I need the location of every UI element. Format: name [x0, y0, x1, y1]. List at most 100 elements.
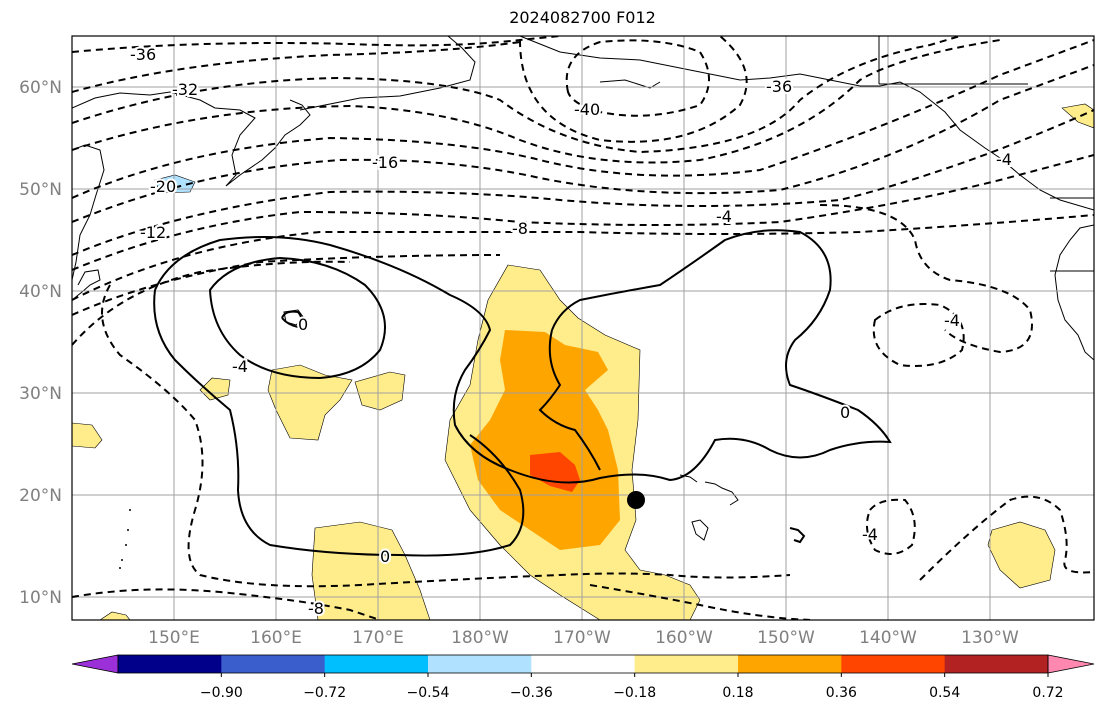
lon-label: 170°E — [352, 628, 404, 648]
longitude-labels: 150°E 160°E 170°E 180°W 170°W 160°W 150°… — [148, 628, 1019, 648]
lat-label: 60°N — [19, 78, 62, 98]
colorbar-segment — [738, 655, 842, 673]
contour-label: 0 — [840, 403, 850, 422]
contour-neg-16 — [72, 64, 1094, 223]
dotted-features — [119, 509, 131, 569]
lat-label: 50°N — [19, 180, 62, 200]
lat-label: 10°N — [19, 588, 62, 608]
contour-label: -12 — [140, 223, 166, 242]
contour-neg-32 — [72, 41, 521, 93]
contour-neg-8-b — [72, 254, 501, 316]
contour-label: -8 — [308, 599, 324, 618]
colorbar-segments — [118, 655, 1049, 673]
contour-label: -8 — [512, 219, 528, 238]
colorbar-segment — [944, 655, 1049, 673]
coast-hawaii-1 — [691, 519, 709, 541]
contour-label: -16 — [372, 153, 398, 172]
station-marker — [627, 491, 645, 509]
contour-label: -4 — [716, 207, 732, 226]
coast-north-america — [1054, 224, 1094, 361]
lon-label: 150°W — [757, 628, 815, 648]
contour-label: -4 — [996, 150, 1012, 169]
coast-japan — [72, 269, 101, 301]
contour-neg-28 — [72, 36, 961, 154]
borders — [878, 36, 1094, 272]
contour-zero-trough — [538, 329, 601, 471]
colorbar-tick-label: 0.18 — [722, 685, 753, 701]
contour-neg-4-b — [72, 260, 351, 346]
map-title: 2024082700 F012 — [509, 8, 656, 27]
colorbar-segment — [324, 655, 429, 673]
colorbar-outline — [117, 654, 1049, 674]
colorbar-tick-label: 0.54 — [929, 685, 960, 701]
shade-yellow-west-2 — [354, 371, 406, 411]
lat-label: 20°N — [19, 486, 62, 506]
colorbar: −0.90 −0.72 −0.54 −0.36 −0.18 0.18 0.36 0.54 0.7… — [71, 654, 1095, 701]
lat-label: 30°N — [19, 384, 62, 404]
contour-labels: -36 -32 -40 -36 -20 -16 -12 -8 -4 0 0 -4… — [128, 43, 1014, 620]
lon-label: 180°W — [451, 628, 509, 648]
contour-neg-36 — [72, 36, 561, 53]
colorbar-tick-label: −0.18 — [613, 685, 656, 701]
contour-zero-west — [153, 289, 525, 557]
map-frame — [71, 35, 1095, 621]
contour-label: -36 — [130, 45, 156, 64]
coast-kamchatka — [72, 91, 311, 187]
contour-neg-4-right — [819, 204, 1033, 354]
lon-label: 160°W — [655, 628, 713, 648]
contour-zero-hawaii — [789, 527, 806, 544]
lon-label: 160°E — [250, 628, 302, 648]
colorbar-segment — [531, 655, 636, 673]
contour-label: 0 — [298, 315, 308, 334]
colorbar-extend-left — [71, 654, 119, 674]
shade-yellow-west-3 — [199, 377, 231, 401]
zero-contours — [153, 229, 892, 557]
contour-neg-4-ring — [865, 498, 916, 555]
contour-neg-4-left — [101, 284, 791, 588]
contour-label: -4 — [944, 311, 960, 330]
negative-contours — [72, 36, 1094, 620]
colorbar-tick-label: −0.90 — [200, 685, 243, 701]
contour-neg-40 — [565, 39, 710, 117]
contour-label: 0 — [380, 547, 390, 566]
coast-bering-island — [599, 79, 661, 89]
contour-zero-small — [281, 310, 303, 329]
colorbar-segment — [634, 655, 739, 673]
shade-yellow-south-left — [99, 611, 131, 620]
contour-label: -32 — [172, 80, 198, 99]
colorbar-tick-labels: −0.90 −0.72 −0.54 −0.36 −0.18 0.18 0.36 0.54 0.7… — [200, 685, 1064, 701]
contour-neg-0-right — [919, 495, 1094, 581]
coast-hawaii-3 — [704, 481, 739, 506]
contour-neg-12-b — [72, 154, 1094, 271]
lon-label: 170°W — [553, 628, 611, 648]
contour-neg-12 — [72, 109, 1094, 256]
colorbar-segment — [221, 655, 326, 673]
contour-neg-36-b — [519, 36, 748, 143]
contour-label: -40 — [574, 100, 600, 119]
coast-aleutians — [299, 36, 476, 111]
colorbar-segment — [841, 655, 946, 673]
shade-yellow-southwest — [311, 521, 431, 620]
lon-label: 140°W — [859, 628, 917, 648]
lat-label: 40°N — [19, 282, 62, 302]
contour-label: -36 — [766, 77, 792, 96]
shade-yellow-east — [987, 521, 1056, 589]
colorbar-tick-label: −0.36 — [510, 685, 553, 701]
lon-label: 150°E — [148, 628, 200, 648]
contour-neg-0-bottom — [589, 584, 811, 620]
gridlines — [72, 36, 1094, 620]
lon-label: 130°W — [961, 628, 1019, 648]
contour-label: -20 — [150, 177, 176, 196]
colorbar-tick-label: −0.72 — [303, 685, 346, 701]
coast-alaska-south — [519, 36, 1094, 211]
contour-neg-24 — [72, 39, 1001, 164]
contour-label: -4 — [232, 357, 248, 376]
contour-zero-outer — [154, 229, 892, 484]
colorbar-extend-right — [1047, 654, 1095, 674]
contour-neg-4-circle — [872, 303, 965, 367]
colorbar-tick-label: −0.54 — [407, 685, 450, 701]
shade-yellow-west-1 — [267, 364, 353, 441]
contour-neg-8 — [72, 214, 1094, 301]
shade-yellow-northeast — [1061, 103, 1094, 129]
